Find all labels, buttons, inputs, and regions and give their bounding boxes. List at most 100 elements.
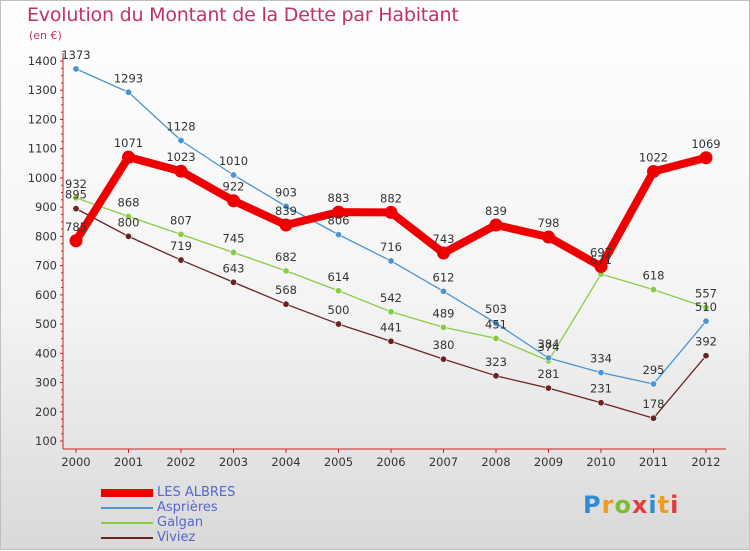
data-label: 1069 xyxy=(691,137,720,151)
legend-label: Viviez xyxy=(157,530,196,545)
data-point xyxy=(387,308,395,316)
legend-label: LES ALBRES xyxy=(157,485,236,500)
data-label: 839 xyxy=(275,204,297,218)
data-point xyxy=(72,65,80,73)
y-tick-label: 1300 xyxy=(28,83,57,97)
x-tick-label: 2004 xyxy=(271,455,300,469)
data-label: 392 xyxy=(695,335,717,349)
data-label: 743 xyxy=(433,232,455,246)
data-point xyxy=(542,230,555,244)
data-point xyxy=(439,287,447,295)
data-label: 384 xyxy=(538,337,560,351)
data-point xyxy=(230,248,238,256)
data-point xyxy=(279,218,293,232)
y-tick-label: 1400 xyxy=(28,54,57,68)
logo-letter: t xyxy=(657,491,671,519)
data-label: 839 xyxy=(485,204,507,218)
legend-item: Viviez xyxy=(101,530,301,545)
data-point xyxy=(597,399,605,407)
data-point xyxy=(649,286,657,294)
y-tick-label: 200 xyxy=(35,405,57,419)
data-point xyxy=(174,164,188,178)
data-point xyxy=(332,205,345,219)
data-label: 374 xyxy=(538,340,560,354)
data-label: 231 xyxy=(590,382,612,396)
data-point xyxy=(439,323,447,331)
data-label: 281 xyxy=(538,367,560,381)
data-label: 295 xyxy=(643,363,665,377)
y-tick-label: 600 xyxy=(35,288,57,302)
x-tick-label: 2009 xyxy=(534,455,563,469)
data-label: 682 xyxy=(275,250,297,264)
y-tick-label: 400 xyxy=(35,346,57,360)
data-label: 1071 xyxy=(114,136,143,150)
y-tick-label: 700 xyxy=(35,259,57,273)
x-tick-label: 2005 xyxy=(324,455,353,469)
data-label: 1373 xyxy=(61,48,90,62)
legend-item: LES ALBRES xyxy=(101,485,301,500)
data-point xyxy=(649,414,657,422)
legend-item: Asprières xyxy=(101,500,301,515)
data-label: 671 xyxy=(590,253,612,267)
data-label: 903 xyxy=(275,185,297,199)
data-point xyxy=(387,257,395,265)
legend-swatch xyxy=(101,507,153,509)
data-label: 1022 xyxy=(639,150,668,164)
data-point xyxy=(282,300,290,308)
data-label: 568 xyxy=(275,283,297,297)
data-point xyxy=(702,352,710,360)
y-tick-label: 1000 xyxy=(28,171,57,185)
data-label: 503 xyxy=(485,302,507,316)
data-point xyxy=(282,267,290,275)
data-label: 643 xyxy=(223,261,245,275)
data-point xyxy=(702,303,710,311)
legend-swatch xyxy=(101,522,153,524)
data-label: 510 xyxy=(695,300,717,314)
data-label: 882 xyxy=(380,191,402,205)
data-label: 798 xyxy=(538,216,560,230)
data-label: 557 xyxy=(695,286,717,300)
x-tick-label: 2000 xyxy=(61,455,90,469)
y-tick-label: 900 xyxy=(35,200,57,214)
data-label: 441 xyxy=(380,320,402,334)
data-point xyxy=(69,234,83,248)
y-tick-label: 100 xyxy=(35,434,57,448)
logo-letter: x xyxy=(631,491,649,519)
data-label: 716 xyxy=(380,240,402,254)
x-tick-label: 2012 xyxy=(691,455,720,469)
y-tick-label: 500 xyxy=(35,317,57,331)
logo-letter: P xyxy=(583,491,602,519)
data-point xyxy=(125,232,133,240)
x-tick-label: 2007 xyxy=(429,455,458,469)
data-label: 922 xyxy=(223,180,245,194)
data-point xyxy=(439,355,447,363)
data-point xyxy=(125,88,133,96)
data-label: 1023 xyxy=(166,150,195,164)
data-label: 1293 xyxy=(114,71,143,85)
data-label: 697 xyxy=(590,245,612,259)
data-point xyxy=(649,380,657,388)
data-label: 883 xyxy=(328,191,350,205)
data-label: 745 xyxy=(223,231,245,245)
data-point xyxy=(384,205,398,219)
data-point xyxy=(594,259,608,273)
data-point xyxy=(177,137,185,145)
x-tick-label: 2008 xyxy=(481,455,510,469)
legend: LES ALBRES Asprières Galgan Viviez xyxy=(101,485,301,545)
data-label: 807 xyxy=(170,213,192,227)
data-label: 806 xyxy=(328,214,350,228)
data-point xyxy=(387,337,395,345)
y-tick-label: 1200 xyxy=(28,112,57,126)
x-tick-label: 2006 xyxy=(376,455,405,469)
proxiti-logo: Proxiti xyxy=(583,491,679,519)
y-axis-unit-label: (en €) xyxy=(29,29,62,42)
data-label: 489 xyxy=(433,306,455,320)
data-point xyxy=(72,205,80,213)
data-label: 1128 xyxy=(166,120,195,134)
logo-letter: o xyxy=(614,491,632,519)
data-label: 380 xyxy=(433,338,455,352)
legend-label: Asprières xyxy=(157,500,218,515)
data-point xyxy=(282,202,290,210)
data-point xyxy=(437,246,450,260)
